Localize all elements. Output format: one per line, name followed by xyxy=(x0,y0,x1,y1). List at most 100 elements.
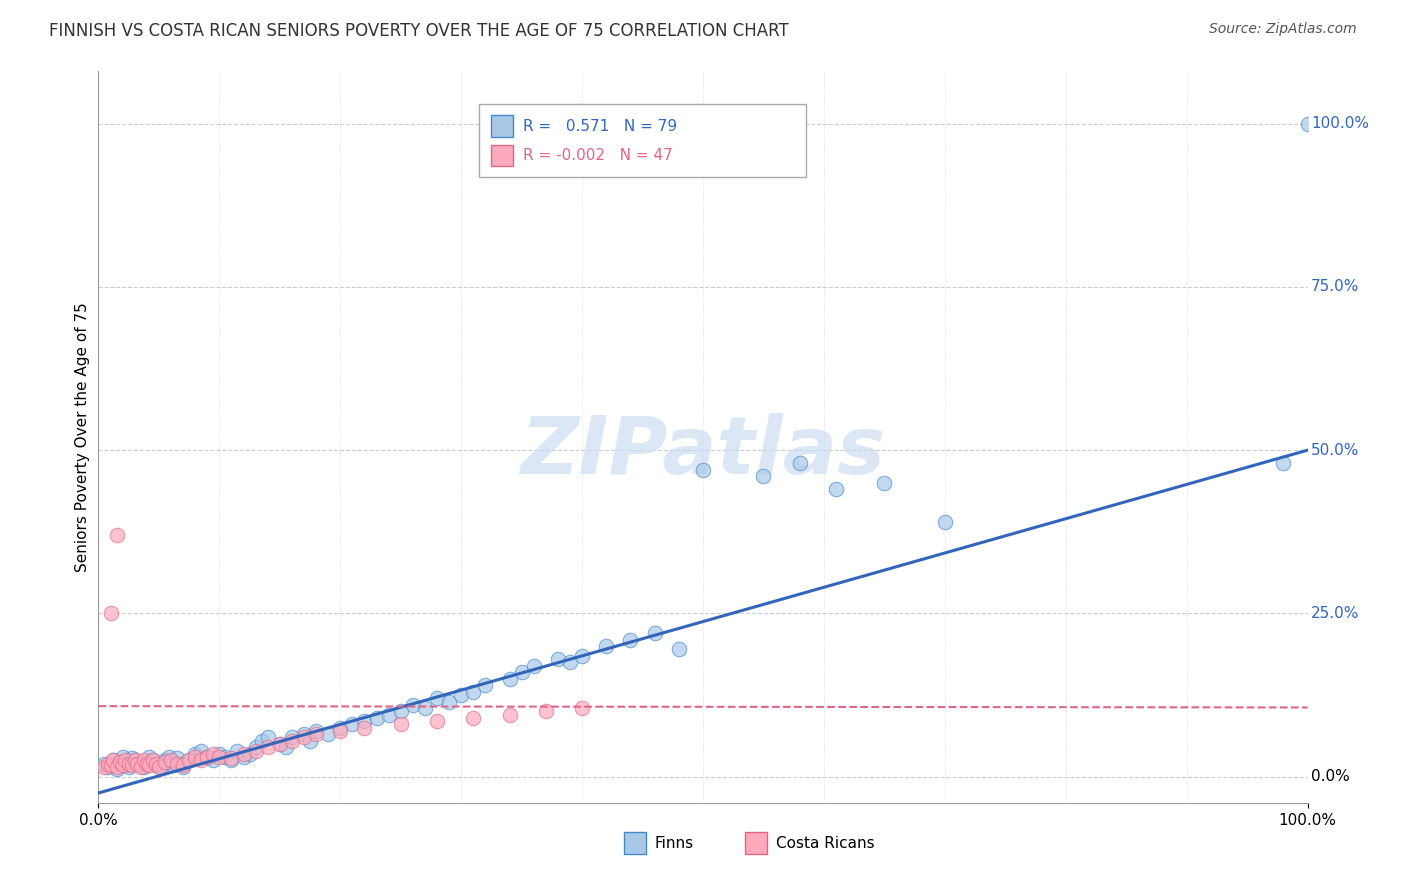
Point xyxy=(179,753,201,767)
Point xyxy=(148,756,170,771)
Point xyxy=(108,756,131,770)
Point xyxy=(169,756,191,771)
Point xyxy=(195,750,218,764)
Point xyxy=(202,753,225,767)
Point xyxy=(571,648,593,663)
Point xyxy=(292,727,315,741)
Point xyxy=(135,756,157,770)
Point xyxy=(184,750,207,764)
Point xyxy=(474,678,496,692)
Point xyxy=(292,731,315,745)
Text: 50.0%: 50.0% xyxy=(1312,442,1360,458)
Point xyxy=(571,701,593,715)
Point xyxy=(619,632,641,647)
Point xyxy=(873,475,896,490)
Point xyxy=(329,721,352,735)
Point xyxy=(389,717,412,731)
Text: R = -0.002   N = 47: R = -0.002 N = 47 xyxy=(523,148,672,163)
Point xyxy=(232,747,254,761)
Point xyxy=(100,758,122,772)
Point xyxy=(100,607,122,621)
Point xyxy=(179,753,201,767)
Point xyxy=(105,760,128,774)
Point xyxy=(153,756,176,770)
Bar xyxy=(492,145,513,167)
Point xyxy=(162,758,184,772)
Point xyxy=(221,753,243,767)
Point xyxy=(202,747,225,761)
Point xyxy=(121,758,143,772)
Point xyxy=(101,753,124,767)
Point xyxy=(97,760,120,774)
Text: Source: ZipAtlas.com: Source: ZipAtlas.com xyxy=(1209,22,1357,37)
Point xyxy=(389,705,412,719)
Point xyxy=(184,747,207,761)
Point xyxy=(463,685,485,699)
Point xyxy=(208,747,231,761)
Point xyxy=(142,753,165,767)
Point xyxy=(426,714,449,728)
Point xyxy=(692,463,714,477)
Point xyxy=(124,753,146,767)
Bar xyxy=(745,832,768,854)
Point xyxy=(523,658,546,673)
Point xyxy=(377,707,399,722)
Point xyxy=(134,753,156,767)
Point xyxy=(825,483,848,497)
Point xyxy=(129,758,152,772)
Point xyxy=(353,721,375,735)
Point xyxy=(269,737,291,751)
Point xyxy=(105,762,128,776)
Point xyxy=(250,733,273,747)
Point xyxy=(752,469,775,483)
Point xyxy=(138,750,160,764)
Point xyxy=(138,758,160,772)
Text: FINNISH VS COSTA RICAN SENIORS POVERTY OVER THE AGE OF 75 CORRELATION CHART: FINNISH VS COSTA RICAN SENIORS POVERTY O… xyxy=(49,22,789,40)
Point xyxy=(111,750,134,764)
Point xyxy=(160,753,183,767)
Point xyxy=(789,456,811,470)
Point xyxy=(101,753,124,767)
Point xyxy=(111,758,134,772)
Text: Costa Ricans: Costa Ricans xyxy=(776,836,875,851)
Point xyxy=(129,760,152,774)
Point xyxy=(135,756,157,771)
Point xyxy=(190,743,212,757)
Point xyxy=(239,747,262,761)
Point xyxy=(934,515,956,529)
Point xyxy=(93,756,115,771)
Text: R =   0.571   N = 79: R = 0.571 N = 79 xyxy=(523,119,676,134)
Bar xyxy=(492,115,513,137)
Point xyxy=(148,760,170,774)
Point xyxy=(274,740,297,755)
Point xyxy=(366,711,388,725)
Text: Finns: Finns xyxy=(655,836,693,851)
Point xyxy=(97,756,120,771)
Point xyxy=(190,753,212,767)
Point xyxy=(121,751,143,765)
Point xyxy=(153,753,176,767)
Point xyxy=(214,750,236,764)
Point xyxy=(145,758,167,772)
Point xyxy=(668,642,690,657)
Point xyxy=(1272,456,1295,470)
Point xyxy=(93,760,115,774)
Point xyxy=(450,688,472,702)
Text: 25.0%: 25.0% xyxy=(1312,606,1360,621)
Point xyxy=(142,753,165,767)
Point xyxy=(127,756,149,771)
Point xyxy=(316,727,339,741)
Point xyxy=(232,750,254,764)
Point xyxy=(426,691,449,706)
Point xyxy=(172,758,194,772)
Point xyxy=(498,707,520,722)
Point xyxy=(108,756,131,770)
Point xyxy=(195,750,218,764)
Point xyxy=(145,756,167,771)
Text: 0.0%: 0.0% xyxy=(1312,769,1350,784)
Point xyxy=(413,701,436,715)
Point xyxy=(160,756,183,770)
Point xyxy=(281,733,304,747)
Point xyxy=(172,760,194,774)
Point xyxy=(353,714,375,728)
